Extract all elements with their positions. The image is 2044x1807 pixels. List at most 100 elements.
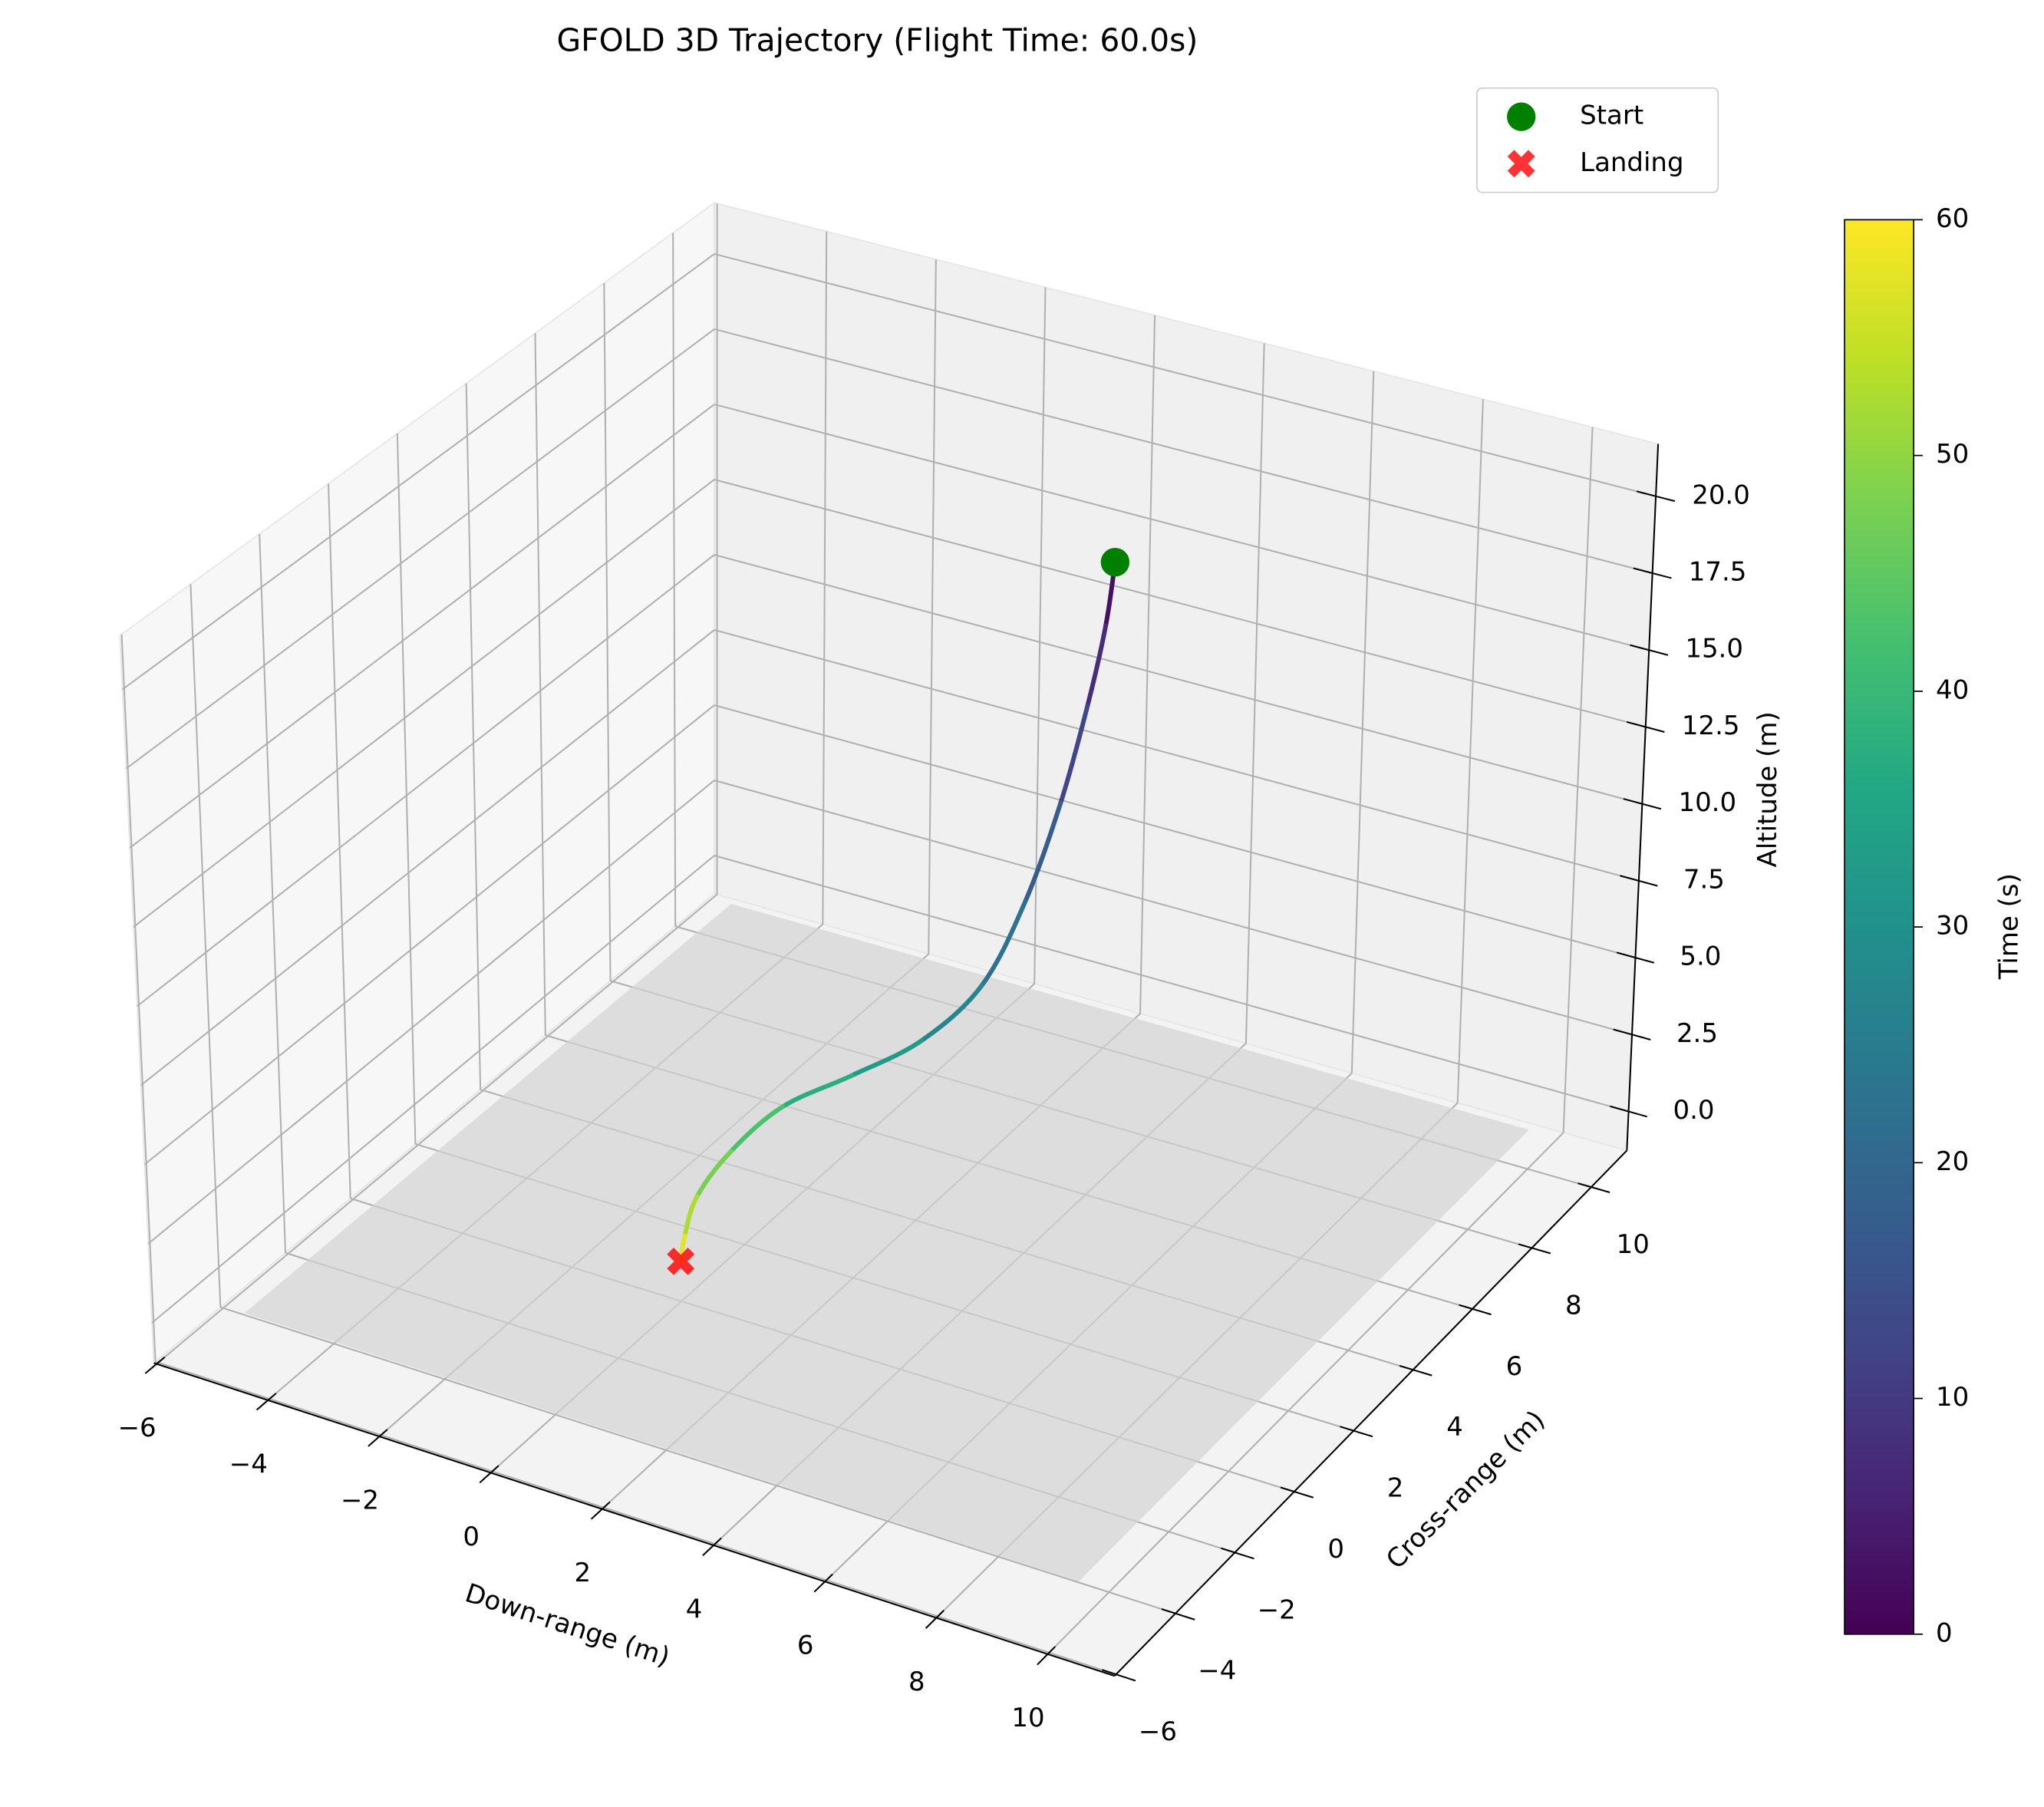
z-tick	[1620, 875, 1658, 887]
x-tick	[590, 1501, 611, 1520]
x-tick	[144, 1356, 166, 1374]
trajectory-segment	[694, 1149, 734, 1199]
trajectory-segment	[918, 983, 984, 1044]
grid-line	[143, 704, 715, 1166]
grid-line	[714, 854, 1629, 1113]
z-tick	[1630, 644, 1669, 656]
grid-line	[928, 259, 937, 955]
x-tick-label: −6	[118, 1413, 157, 1443]
z-tick	[1616, 951, 1655, 964]
grid-line	[259, 533, 287, 1253]
grid-line	[714, 628, 1640, 882]
grid-line	[714, 553, 1643, 805]
grid-line	[714, 328, 1653, 574]
z-tick	[1636, 490, 1676, 503]
y-tick-label: 10	[1617, 1229, 1650, 1260]
grid-line	[714, 704, 1636, 959]
legend-box	[1476, 87, 1719, 193]
y-axis-label: Cross-range (m)	[1380, 1405, 1551, 1575]
grid-line	[396, 434, 417, 1144]
grid-line	[1350, 371, 1375, 1073]
trajectory-segment	[849, 1038, 924, 1078]
chart-title: GFOLD 3D Trajectory (Flight Time: 60.0s)	[557, 21, 1198, 58]
trajectory-segment	[1023, 800, 1063, 904]
marker	[1100, 548, 1130, 577]
grid-line	[714, 252, 1657, 497]
x-tick	[813, 1573, 833, 1593]
y-axis	[1113, 1149, 1628, 1677]
x-tick-label: 0	[463, 1522, 480, 1552]
grid-line	[714, 403, 1650, 651]
grid-line	[1139, 315, 1156, 1014]
z-tick	[1633, 567, 1672, 579]
grid-line	[714, 478, 1647, 728]
z-tick-label: 12.5	[1682, 711, 1740, 741]
legend-marker	[1507, 150, 1535, 178]
x-tick-label: 2	[575, 1558, 592, 1588]
colorbar-tick-label: 30	[1936, 911, 1969, 941]
y-tick	[1221, 1547, 1254, 1560]
y-tick	[1399, 1364, 1432, 1377]
grid-line	[822, 231, 828, 925]
grid-line	[133, 479, 715, 928]
z-tick-label: 0.0	[1673, 1095, 1715, 1126]
z-axis	[1626, 444, 1660, 1151]
colorbar-tick-label: 20	[1936, 1146, 1969, 1177]
x-tick-label: −2	[341, 1485, 379, 1516]
trajectory-segment	[780, 1073, 855, 1110]
y-tick-label: −2	[1258, 1594, 1296, 1625]
grid-line	[328, 483, 351, 1199]
y-tick-label: 6	[1506, 1351, 1523, 1382]
marker	[667, 1248, 695, 1275]
z-tick	[1613, 1028, 1651, 1041]
legend-label: Landing	[1580, 147, 1683, 178]
grid-line	[534, 333, 546, 1036]
ground-plane	[244, 903, 1529, 1581]
grid-line	[147, 780, 715, 1245]
x-axis-label: Down-range (m)	[461, 1578, 673, 1673]
grid-line	[714, 779, 1633, 1036]
y-tick	[1578, 1182, 1610, 1193]
y-tick-label: −4	[1198, 1656, 1236, 1687]
y-tick	[1280, 1486, 1314, 1499]
y-tick	[1102, 1669, 1136, 1682]
z-tick-label: 5.0	[1680, 941, 1721, 972]
y-tick-label: 2	[1387, 1473, 1404, 1504]
legend-marker	[1507, 102, 1536, 131]
y-tick-label: 4	[1446, 1412, 1463, 1443]
grid-line	[121, 253, 715, 691]
x-tick-label: 8	[908, 1667, 925, 1697]
grid-line	[465, 383, 482, 1090]
x-tick-label: −4	[229, 1449, 268, 1479]
z-tick-label: 15.0	[1685, 634, 1743, 664]
x-tick-label: 4	[686, 1594, 703, 1624]
trajectory-segment	[682, 1194, 700, 1238]
grid-line	[1047, 1132, 1564, 1655]
y-tick-label: 8	[1565, 1290, 1582, 1321]
z-tick-label: 7.5	[1683, 864, 1725, 895]
grid-line	[137, 554, 715, 1007]
grid-line	[155, 1360, 1116, 1676]
grid-line	[219, 1306, 1176, 1614]
colorbar	[1844, 219, 1914, 1635]
grid-line	[1456, 399, 1484, 1103]
x-tick	[925, 1610, 945, 1629]
colorbar-label: Time (s)	[1993, 873, 2024, 980]
z-tick-label: 20.0	[1692, 480, 1750, 510]
y-tick	[1340, 1426, 1373, 1438]
x-tick	[256, 1393, 277, 1411]
trajectory-segment	[1058, 704, 1090, 806]
y-tick-label: 0	[1327, 1534, 1344, 1565]
colorbar-tick-label: 50	[1936, 439, 1969, 470]
colorbar-tick-label: 0	[1936, 1617, 1953, 1648]
z-tick	[1610, 1105, 1648, 1118]
grid-line	[129, 404, 715, 849]
grid-line	[1562, 427, 1594, 1133]
colorbar-tick-label: 60	[1936, 203, 1969, 234]
x-axis	[153, 1362, 1115, 1677]
x-tick-label: 6	[797, 1631, 814, 1661]
y-tick	[1518, 1243, 1551, 1255]
grid-line	[151, 855, 715, 1324]
grid-line	[190, 584, 222, 1307]
